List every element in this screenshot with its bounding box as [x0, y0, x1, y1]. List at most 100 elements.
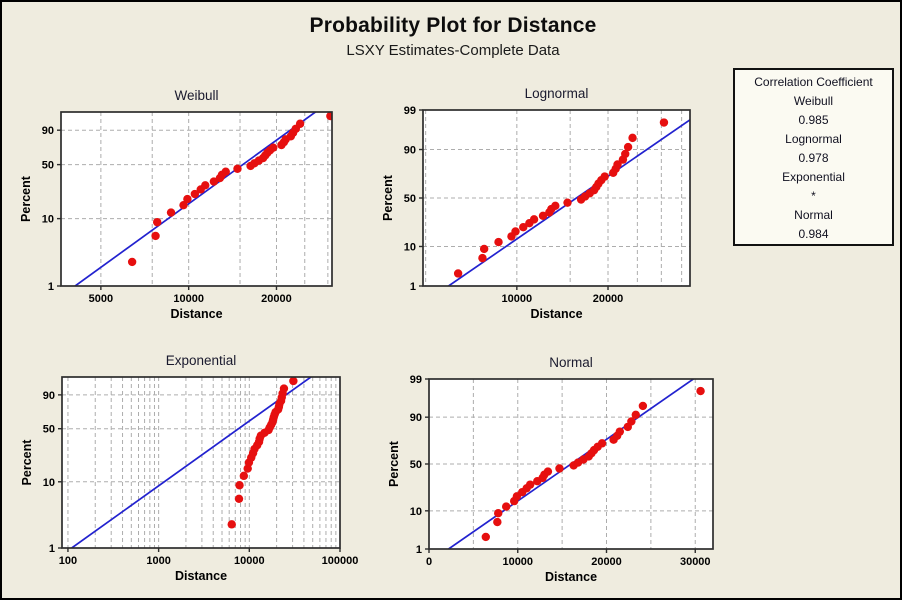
data-point — [127, 257, 137, 267]
y-axis-label: Percent — [19, 175, 33, 222]
data-point — [481, 532, 490, 542]
panel-title: Lognormal — [525, 86, 589, 101]
data-point — [696, 386, 705, 396]
data-point — [235, 481, 244, 490]
data-point — [289, 377, 298, 386]
panel-title: Normal — [549, 355, 593, 370]
x-tick-label: 20000 — [593, 293, 624, 305]
y-tick-label: 1 — [410, 281, 416, 293]
data-points — [453, 118, 669, 278]
data-point — [269, 143, 278, 152]
data-point — [613, 160, 622, 169]
data-point — [623, 142, 633, 152]
gridlines — [62, 377, 340, 548]
y-axis-label: Percent — [381, 174, 395, 221]
data-point — [227, 520, 236, 529]
axis-ticks — [57, 129, 278, 290]
axis-ticks — [58, 394, 341, 552]
data-point — [538, 211, 548, 220]
data-point — [563, 198, 572, 207]
x-tick-label: 20000 — [261, 293, 292, 305]
y-tick-label: 90 — [43, 390, 55, 402]
data-point — [529, 215, 539, 224]
data-point — [638, 401, 648, 411]
data-point — [659, 118, 669, 127]
y-tick-label: 50 — [404, 193, 416, 205]
data-point — [494, 237, 503, 247]
gridlines — [423, 110, 690, 286]
data-point — [233, 164, 242, 173]
x-tick-label: 1000 — [146, 555, 170, 567]
x-tick-label: 100 — [59, 555, 77, 567]
x-axis-label: Distance — [530, 307, 582, 321]
plot-frame — [60, 111, 333, 287]
data-points — [127, 112, 332, 267]
data-point — [166, 208, 176, 217]
legend-title: Correlation Coefficient — [754, 75, 873, 89]
data-point — [183, 194, 192, 204]
plot-area — [62, 377, 340, 548]
data-point — [201, 181, 210, 190]
legend-dist-value: 0.978 — [798, 151, 829, 165]
data-point — [479, 244, 489, 254]
fit-line — [71, 377, 312, 548]
panel-title: Exponential — [166, 353, 237, 368]
y-tick-label: 50 — [43, 424, 55, 436]
y-tick-label: 99 — [404, 105, 416, 117]
data-point — [525, 480, 535, 489]
plot-frame — [61, 376, 341, 549]
x-tick-label: 30000 — [680, 556, 711, 568]
x-axis-label: Distance — [170, 307, 222, 321]
data-point — [494, 509, 503, 518]
data-point — [295, 119, 305, 128]
axis-ticks — [425, 378, 696, 553]
gridlines — [61, 112, 332, 286]
y-tick-label: 10 — [43, 477, 55, 489]
data-point — [152, 217, 162, 227]
legend-dist-name: Normal — [794, 208, 833, 222]
data-point — [600, 172, 609, 181]
data-point — [190, 189, 200, 199]
y-tick-label: 50 — [410, 459, 422, 471]
panel-weibull: 5000 10000 20000 1 10 50 90 Weibull Distance Perc… — [19, 88, 333, 321]
y-tick-label: 10 — [410, 506, 422, 518]
data-point — [551, 201, 560, 211]
x-axis-label: Distance — [545, 570, 597, 584]
data-point — [621, 149, 630, 159]
correlation-legend: Correlation Coefficient Weibull 0.985 Lo… — [733, 68, 894, 246]
y-tick-label: 90 — [42, 125, 54, 137]
panel-lognormal: 10000 20000 1 10 50 90 99 Lognormal Distance Perc… — [381, 86, 691, 321]
data-points — [481, 386, 705, 542]
x-tick-label: 10000 — [234, 555, 265, 567]
page-subtitle: LSXY Estimates-Complete Data — [346, 42, 560, 59]
panel-normal: 0 10000 20000 30000 1 10 50 90 99 Normal Distance P… — [387, 355, 714, 584]
y-tick-label: 1 — [416, 544, 422, 556]
y-tick-label: 10 — [42, 214, 54, 226]
data-point — [502, 502, 511, 511]
data-point — [555, 464, 564, 473]
x-tick-label: 10000 — [173, 293, 204, 305]
y-axis-label: Percent — [20, 439, 34, 486]
legend-dist-name: Weibull — [793, 94, 834, 108]
x-tick-label: 5000 — [89, 293, 113, 305]
data-points — [227, 377, 298, 529]
x-tick-label: 10000 — [502, 556, 533, 568]
data-point — [453, 269, 463, 278]
x-tick-label: 10000 — [502, 293, 533, 305]
x-tick-label: 0 — [426, 556, 432, 568]
fit-line — [74, 112, 316, 286]
y-tick-label: 1 — [49, 543, 55, 555]
x-tick-label: 20000 — [591, 556, 622, 568]
panel-title: Weibull — [174, 88, 218, 103]
data-point — [179, 200, 188, 210]
data-point — [519, 223, 528, 232]
data-point — [493, 517, 502, 527]
data-point — [615, 427, 625, 436]
axis-ticks — [419, 109, 609, 290]
data-point — [511, 227, 520, 236]
panel-exponential: 100 1000 10000 100000 1 10 50 90 Exponential Dist… — [20, 353, 358, 583]
legend-dist-name: Lognormal — [785, 132, 842, 146]
data-point — [628, 133, 637, 143]
